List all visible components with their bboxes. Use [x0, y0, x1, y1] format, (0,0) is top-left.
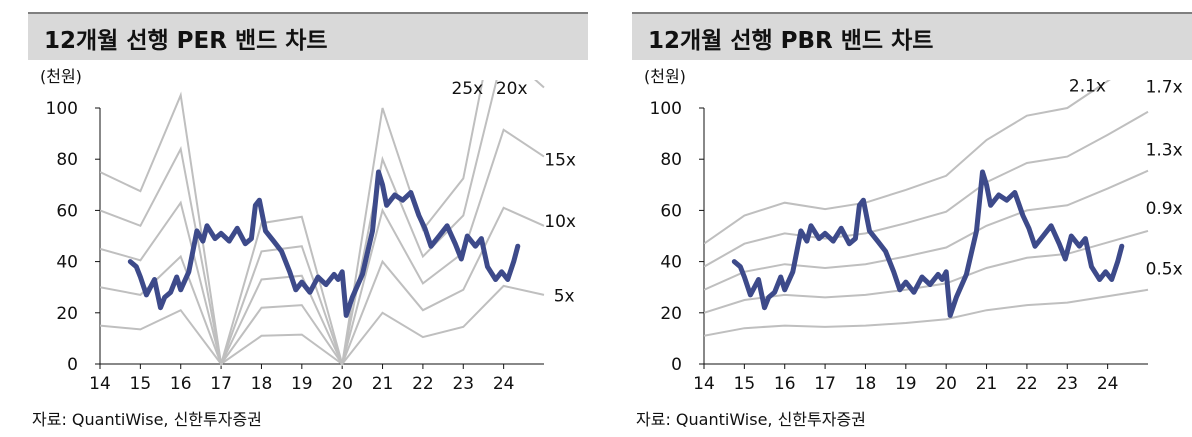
per-source-note: 자료: QuantiWise, 신한투자증권: [32, 410, 262, 429]
y-tick-label: 60: [660, 201, 682, 221]
band-line-1.7x: [704, 110, 1149, 268]
x-tick-label: 24: [1097, 374, 1119, 394]
band-line-0.5x: [704, 288, 1149, 337]
band-line-10x: [100, 206, 545, 366]
y-tick-label: 100: [650, 99, 682, 119]
band-line-0.9x: [704, 229, 1149, 314]
per-title-bar: 12개월 선행 PER 밴드 차트: [28, 12, 588, 60]
band-line-25x: [100, 80, 484, 365]
x-tick-label: 17: [814, 374, 836, 394]
y-tick-label: 20: [660, 304, 682, 324]
band-line-15x: [100, 128, 545, 366]
band-line-1.3x: [704, 169, 1149, 291]
band-label-0.9x: 0.9x: [1146, 199, 1183, 219]
x-tick-label: 21: [372, 374, 394, 394]
x-tick-label: 24: [493, 374, 515, 394]
x-tick-label: 16: [774, 374, 796, 394]
pbr-band-chart: (천원) 0 20 40 60 80 100 14 15 16 17 18 19 20 21 22 23 24 2.…: [644, 67, 1183, 394]
price-series-line: [127, 169, 521, 318]
x-tick-label: 18: [855, 374, 877, 394]
pbr-band-panel: 12개월 선행 PBR 밴드 차트 (천원) 0 20 40 60 80 100 14 15 16…: [632, 0, 1192, 437]
x-tick-label: 18: [251, 374, 273, 394]
unit-label: (천원): [40, 67, 82, 86]
y-tick-label: 0: [671, 355, 682, 375]
x-tick-label: 21: [976, 374, 998, 394]
y-tick-label: 100: [46, 99, 78, 119]
y-tick-label: 40: [660, 253, 682, 273]
x-tick-label: 19: [291, 374, 313, 394]
band-lines: [704, 80, 1149, 337]
band-label-20x: 20x: [496, 79, 528, 99]
band-line-2.1x: [704, 80, 1111, 245]
x-tick-label: 17: [210, 374, 232, 394]
y-tick-label: 80: [660, 150, 682, 170]
x-tick-label: 16: [170, 374, 192, 394]
x-tick-label: 23: [452, 374, 474, 394]
band-label-1.3x: 1.3x: [1146, 140, 1183, 160]
x-tick-label: 19: [895, 374, 917, 394]
x-tick-label: 15: [130, 374, 152, 394]
band-label-5x: 5x: [554, 286, 575, 306]
per-band-chart: (천원) 0 20 40 60 80 100 14 15 16 17 18 19 20 21 22 23 24 25…: [40, 67, 576, 394]
unit-label: (천원): [644, 67, 686, 86]
x-tick-label: 20: [935, 374, 957, 394]
x-tick-label: 15: [734, 374, 756, 394]
band-label-1.7x: 1.7x: [1146, 78, 1183, 98]
pbr-title-bar: 12개월 선행 PBR 밴드 차트: [632, 12, 1192, 60]
band-label-25x: 25x: [451, 79, 483, 99]
x-tick-label: 20: [331, 374, 353, 394]
x-tick-label: 23: [1056, 374, 1078, 394]
band-label-2.1x: 2.1x: [1069, 76, 1106, 96]
y-tick-label: 80: [56, 150, 78, 170]
y-tick-label: 40: [56, 253, 78, 273]
x-tick-label: 22: [1016, 374, 1038, 394]
band-line-5x: [100, 284, 545, 366]
x-tick-label: 14: [89, 374, 111, 394]
per-band-panel: 12개월 선행 PER 밴드 차트 (천원) 0 20 40 60 80 100 14 15 16…: [28, 0, 588, 437]
y-tick-label: 60: [56, 201, 78, 221]
band-line-20x: [100, 80, 545, 366]
per-chart-title: 12개월 선행 PER 밴드 차트: [44, 28, 328, 54]
x-tick-label: 14: [693, 374, 715, 394]
pbr-chart-title: 12개월 선행 PBR 밴드 차트: [648, 28, 934, 54]
band-lines: [100, 80, 545, 366]
y-tick-label: 20: [56, 304, 78, 324]
band-label-10x: 10x: [544, 212, 576, 232]
price-series-line: [731, 169, 1125, 318]
y-tick-label: 0: [67, 355, 78, 375]
band-label-0.5x: 0.5x: [1146, 259, 1183, 279]
band-label-15x: 15x: [544, 151, 576, 171]
x-tick-label: 22: [412, 374, 434, 394]
pbr-source-note: 자료: QuantiWise, 신한투자증권: [636, 410, 866, 429]
